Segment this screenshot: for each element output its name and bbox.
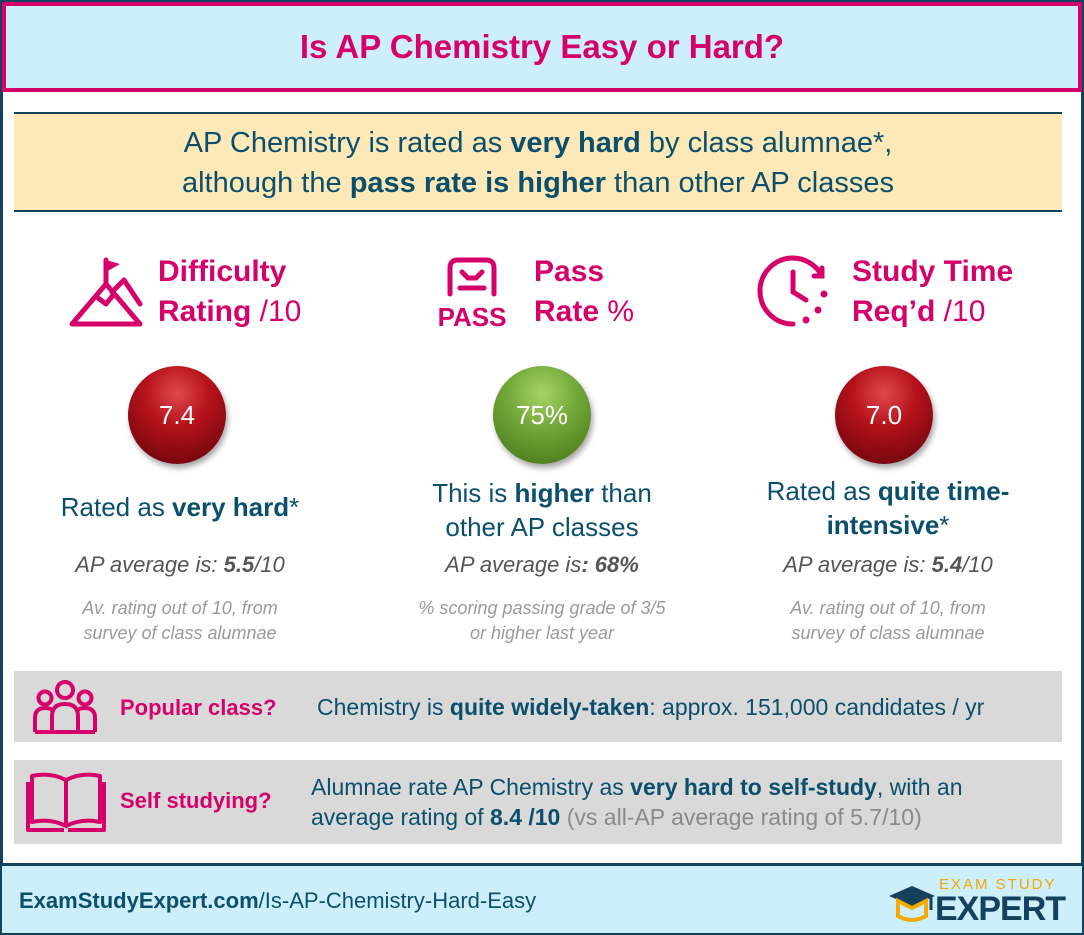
pass-rate-column: PASS Pass Rate % 75% This is higher than… — [372, 248, 712, 643]
self-studying-row: Self studying? Alumnae rate AP Chemistry… — [14, 760, 1062, 844]
pass-rate-badge: 75% — [493, 366, 591, 464]
pass-rate-header: PASS Pass Rate % — [372, 248, 712, 338]
popular-class-text: Chemistry is quite widely-taken: approx.… — [317, 694, 985, 720]
title-bar: Is AP Chemistry Easy or Hard? — [2, 2, 1082, 92]
graduation-cap-icon — [889, 886, 935, 922]
difficulty-column: Difficulty Rating /10 7.4 Rated as very … — [10, 248, 350, 643]
people-icon — [33, 680, 97, 734]
study-time-verdict: Rated as quite time- intensive* — [766, 476, 1010, 540]
study-time-header: Study Time Req’d /10 — [718, 248, 1058, 338]
svg-text:PASS: PASS — [438, 302, 507, 330]
study-time-title: Study Time Req’d /10 — [852, 255, 1014, 328]
open-book-icon — [26, 772, 106, 832]
source-url[interactable]: ExamStudyExpert.com/Is-AP-Chemistry-Hard… — [19, 888, 537, 913]
pass-icon: PASS — [438, 257, 507, 330]
difficulty-verdict: Rated as very hard* — [60, 492, 300, 522]
pass-rate-note: % scoring passing grade of 3/5 or higher… — [418, 598, 666, 643]
difficulty-note: Av. rating out of 10, from survey of cla… — [82, 598, 278, 643]
difficulty-score-badge: 7.4 — [128, 366, 226, 464]
pass-rate-title: Pass Rate % — [534, 255, 635, 328]
pass-rate-verdict: This is higher than other AP classes — [432, 478, 652, 542]
exam-study-expert-logo: EXAM STUDY EXPERT — [887, 874, 1077, 930]
pass-rate-ap-average: AP average is: 68% — [445, 552, 639, 577]
popular-class-label: Popular class? — [120, 695, 277, 720]
footer: ExamStudyExpert.com/Is-AP-Chemistry-Hard… — [2, 863, 1082, 933]
self-studying-label: Self studying? — [120, 788, 272, 813]
difficulty-header: Difficulty Rating /10 — [10, 248, 350, 338]
difficulty-ap-average: AP average is: 5.5/10 — [75, 552, 285, 577]
difficulty-title: Difficulty Rating /10 — [158, 255, 302, 328]
clock-icon — [757, 255, 828, 327]
mountain-flag-icon — [69, 257, 143, 327]
study-time-note: Av. rating out of 10, from survey of cla… — [790, 598, 986, 643]
popular-class-row: Popular class? Chemistry is quite widely… — [14, 671, 1062, 742]
study-time-ap-average: AP average is: 5.4/10 — [783, 552, 993, 577]
summary-banner: AP Chemistry is rated as very hard by cl… — [14, 112, 1062, 212]
summary-line-2: although the pass rate is higher than ot… — [181, 167, 895, 199]
page-title: Is AP Chemistry Easy or Hard? — [299, 28, 785, 65]
study-time-score-badge: 7.0 — [835, 366, 933, 464]
study-time-column: Study Time Req’d /10 7.0 Rated as quite … — [718, 248, 1058, 643]
self-studying-text: Alumnae rate AP Chemistry as very hard t… — [311, 774, 963, 830]
summary-line-1: AP Chemistry is rated as very hard by cl… — [183, 127, 893, 159]
